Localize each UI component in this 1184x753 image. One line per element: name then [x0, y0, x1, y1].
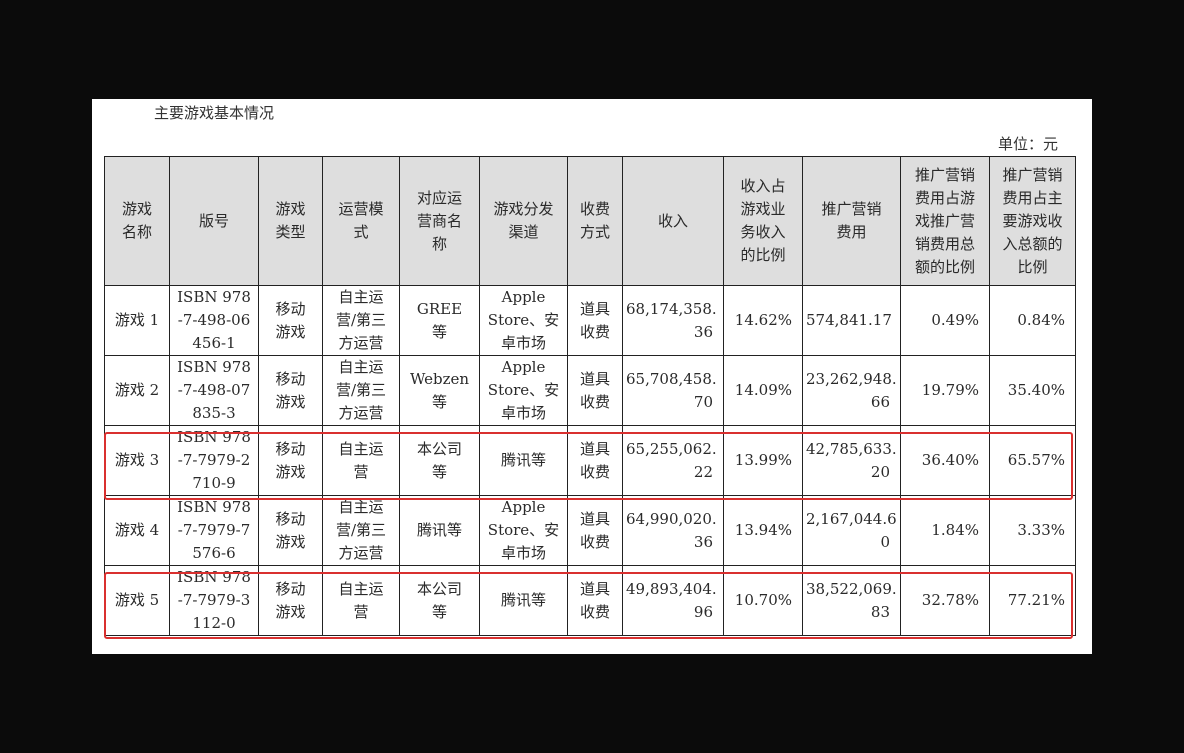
table-cell: 本公司 等	[399, 565, 480, 636]
table-cell: 腾讯等	[399, 495, 480, 566]
table-cell: 23,262,948. 66	[802, 355, 901, 426]
table-cell: Apple Store、安 卓市场	[479, 355, 568, 426]
column-header: 推广营销 费用	[802, 156, 901, 286]
table-cell: 本公司 等	[399, 425, 480, 496]
section-title: 主要游戏基本情况	[154, 104, 275, 122]
table-cell: 道具 收费	[567, 495, 623, 566]
table-cell: 65,708,458. 70	[622, 355, 724, 426]
games-table: 游戏 名称 版号 游戏 类型 运营模 式对应运 营商名 称游戏分发 渠道 收费 方式 收入…	[104, 156, 1076, 636]
table-cell: 腾讯等	[479, 565, 568, 636]
table-cell: 42,785,633. 20	[802, 425, 901, 496]
unit-label: 单位：元	[997, 135, 1058, 153]
column-header: 收入	[622, 156, 724, 286]
column-header: 游戏 名称	[104, 156, 170, 286]
table-cell: 2,167,044.6 0	[802, 495, 901, 566]
table-cell: 38,522,069. 83	[802, 565, 901, 636]
table-cell: 自主运 营/第三 方运营	[322, 285, 400, 356]
table-cell: 65.57%	[989, 425, 1076, 496]
table-cell: 14.62%	[723, 285, 803, 356]
table-cell: 1.84%	[900, 495, 990, 566]
table-cell: ISBN 978 -7-498-06 456-1	[169, 285, 259, 356]
table-row: 游戏 2 ISBN 978 -7-498-07 835-3 移动 游戏 自主运 营/第…	[104, 355, 1076, 426]
table-cell: Webzen 等	[399, 355, 480, 426]
column-header: 收费 方式	[567, 156, 623, 286]
table-cell: 3.33%	[989, 495, 1076, 566]
table-cell: ISBN 978 -7-7979-3 112-0	[169, 565, 259, 636]
table-cell: ISBN 978 -7-7979-7 576-6	[169, 495, 259, 566]
table-cell: 道具 收费	[567, 355, 623, 426]
table-cell: 13.94%	[723, 495, 803, 566]
table-cell: 游戏 1	[104, 285, 170, 356]
table-cell: ISBN 978 -7-7979-2 710-9	[169, 425, 259, 496]
column-header: 游戏分发 渠道	[479, 156, 568, 286]
table-cell: Apple Store、安 卓市场	[479, 285, 568, 356]
table-cell: 移动 游戏	[258, 355, 323, 426]
table-cell: GREE 等	[399, 285, 480, 356]
table-cell: 36.40%	[900, 425, 990, 496]
table-cell: 游戏 3	[104, 425, 170, 496]
column-header: 运营模 式	[322, 156, 400, 286]
table-cell: 腾讯等	[479, 425, 568, 496]
table-cell: 自主运 营	[322, 425, 400, 496]
table-cell: 0.49%	[900, 285, 990, 356]
table-row: 游戏 4 ISBN 978 -7-7979-7 576-6 移动 游戏 自主运 营/第…	[104, 495, 1076, 566]
table-cell: 道具 收费	[567, 285, 623, 356]
table-cell: 移动 游戏	[258, 285, 323, 356]
table-cell: 10.70%	[723, 565, 803, 636]
table-cell: 13.99%	[723, 425, 803, 496]
table-cell: 游戏 4	[104, 495, 170, 566]
table-cell: 49,893,404. 96	[622, 565, 724, 636]
table-row: 游戏 5 ISBN 978 -7-7979-3 112-0 移动 游戏 自主运 营本公…	[104, 565, 1076, 636]
table-cell: 64,990,020. 36	[622, 495, 724, 566]
table-row: 游戏 1 ISBN 978 -7-498-06 456-1 移动 游戏 自主运 营/第…	[104, 285, 1076, 356]
table-cell: 0.84%	[989, 285, 1076, 356]
column-header: 游戏 类型	[258, 156, 323, 286]
column-header: 对应运 营商名 称	[399, 156, 480, 286]
document-page: 主要游戏基本情况 单位：元 游戏 名称 版号 游戏 类型 运营模 式对应运 营商名 称…	[92, 99, 1092, 654]
table-cell: 35.40%	[989, 355, 1076, 426]
table-cell: 道具 收费	[567, 425, 623, 496]
table-cell: ISBN 978 -7-498-07 835-3	[169, 355, 259, 426]
table-row: 游戏 3 ISBN 978 -7-7979-2 710-9 移动 游戏 自主运 营本公…	[104, 425, 1076, 496]
header-row: 游戏 名称 版号 游戏 类型 运营模 式对应运 营商名 称游戏分发 渠道 收费 方式 收入…	[104, 156, 1076, 286]
column-header: 收入占 游戏业 务收入 的比例	[723, 156, 803, 286]
table-cell: 19.79%	[900, 355, 990, 426]
table-cell: 移动 游戏	[258, 425, 323, 496]
table-cell: 自主运 营/第三 方运营	[322, 355, 400, 426]
table-cell: 77.21%	[989, 565, 1076, 636]
table-cell: 自主运 营/第三 方运营	[322, 495, 400, 566]
table-cell: 自主运 营	[322, 565, 400, 636]
table-cell: 移动 游戏	[258, 565, 323, 636]
table-cell: Apple Store、安 卓市场	[479, 495, 568, 566]
column-header: 推广营销 费用占游 戏推广营 销费用总 额的比例	[900, 156, 990, 286]
table-cell: 68,174,358. 36	[622, 285, 724, 356]
table-cell: 游戏 5	[104, 565, 170, 636]
table-cell: 移动 游戏	[258, 495, 323, 566]
table-cell: 游戏 2	[104, 355, 170, 426]
table-cell: 65,255,062. 22	[622, 425, 724, 496]
table-cell: 14.09%	[723, 355, 803, 426]
column-header: 版号	[169, 156, 259, 286]
table-cell: 574,841.17	[802, 285, 901, 356]
table-cell: 32.78%	[900, 565, 990, 636]
column-header: 推广营销 费用占主 要游戏收 入总额的 比例	[989, 156, 1076, 286]
table-cell: 道具 收费	[567, 565, 623, 636]
